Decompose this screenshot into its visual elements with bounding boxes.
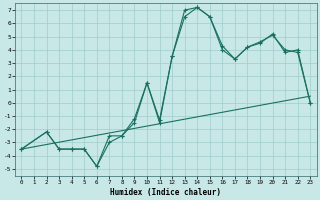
X-axis label: Humidex (Indice chaleur): Humidex (Indice chaleur) [110, 188, 221, 197]
